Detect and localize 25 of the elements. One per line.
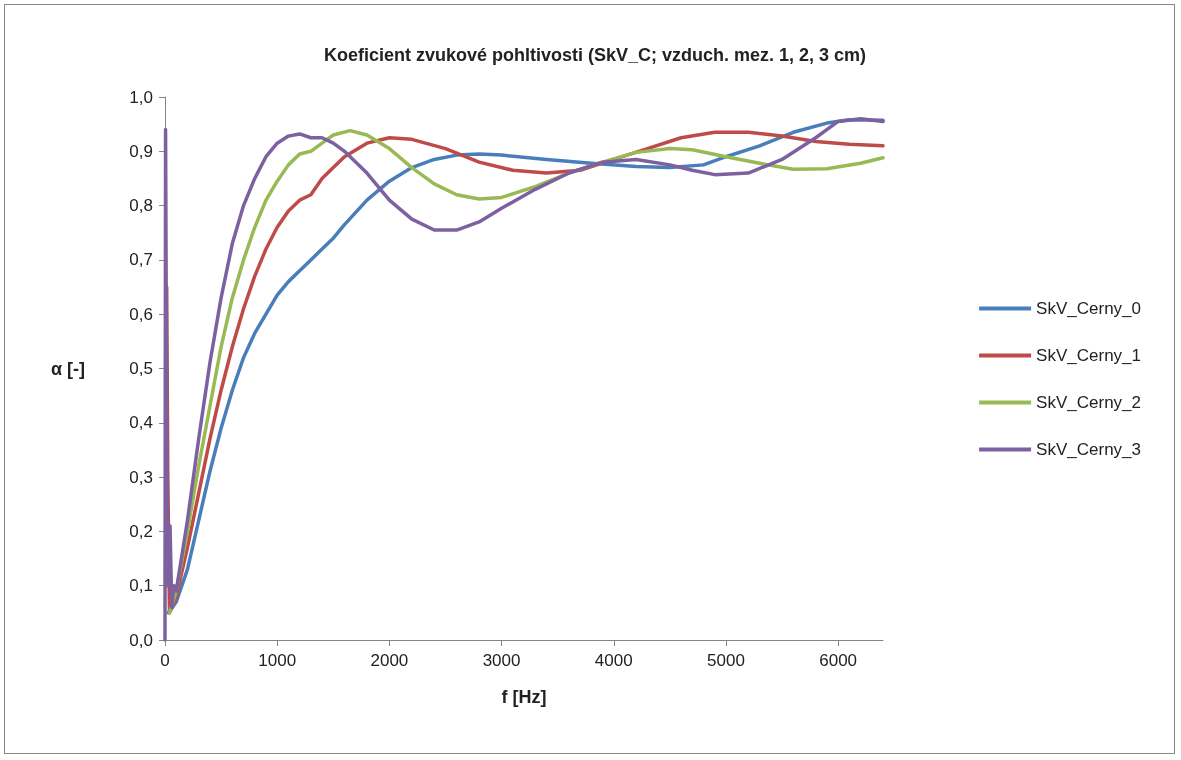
y-tick-label: 0,5 <box>129 359 153 378</box>
legend-label: SkV_Cerny_1 <box>1036 346 1141 365</box>
x-tick-label: 2000 <box>370 651 409 670</box>
y-tick-label: 0,0 <box>129 630 153 650</box>
x-axis-title: f [Hz] <box>501 687 547 707</box>
x-tick-label: 3000 <box>482 651 521 670</box>
y-tick-label: 0,8 <box>129 196 153 216</box>
legend-label: SkV_Cerny_2 <box>1036 393 1141 412</box>
x-tick-label: 6000 <box>819 651 858 670</box>
x-tick-label: 4000 <box>594 651 633 670</box>
legend-label: SkV_Cerny_3 <box>1036 440 1141 459</box>
x-tick-label: 5000 <box>707 651 745 670</box>
y-tick-label: 0,4 <box>129 413 153 433</box>
y-tick-label: 1,0 <box>129 87 153 107</box>
y-tick-label: 0,6 <box>129 304 153 324</box>
legend-label: SkV_Cerny_0 <box>1036 299 1141 318</box>
y-tick-label: 0,9 <box>129 141 153 161</box>
chart-title: Koeficient zvukové pohltivosti (SkV_C; vzduch. mez. 1, 2, 3 cm) <box>323 45 867 65</box>
x-tick-label: 1000 <box>258 651 297 670</box>
x-tick-label: 0 <box>160 651 170 670</box>
y-tick-label: 0,3 <box>129 467 153 487</box>
y-axis-title: α [-] <box>50 358 85 379</box>
y-tick-label: 0,7 <box>129 250 153 270</box>
y-tick-label: 0,2 <box>129 521 153 541</box>
y-tick-label: 0,1 <box>129 576 153 596</box>
